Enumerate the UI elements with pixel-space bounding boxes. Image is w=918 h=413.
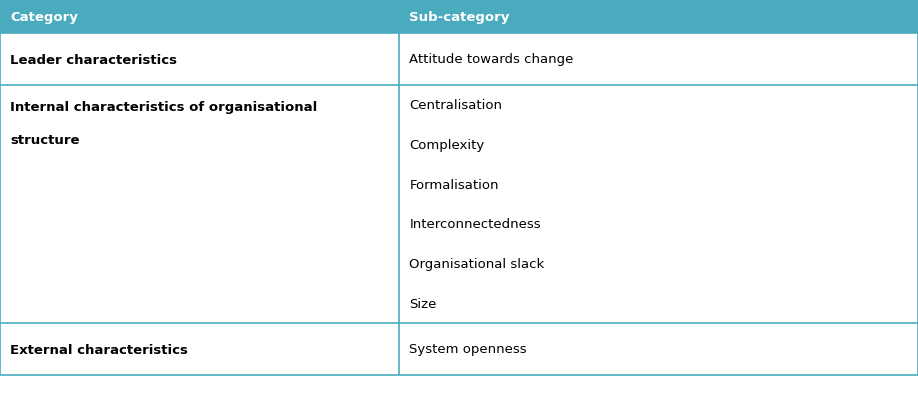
Bar (0, 323, 918, 375)
Text: Attitude towards change: Attitude towards change (409, 53, 574, 66)
Text: Category: Category (10, 10, 78, 24)
Text: External characteristics: External characteristics (10, 343, 188, 356)
Bar (0, 0, 918, 34)
Bar (0, 86, 918, 323)
Text: Interconnectedness: Interconnectedness (409, 218, 541, 231)
Text: Leader characteristics: Leader characteristics (10, 53, 177, 66)
Text: structure: structure (10, 134, 80, 147)
Text: Formalisation: Formalisation (409, 178, 498, 191)
Text: Complexity: Complexity (409, 139, 485, 152)
Text: Centralisation: Centralisation (409, 99, 502, 112)
Text: System openness: System openness (409, 343, 527, 356)
Text: Size: Size (409, 297, 437, 310)
Text: Sub-category: Sub-category (409, 10, 509, 24)
Bar (0, 375, 918, 413)
Bar (0, 34, 918, 86)
Text: Organisational slack: Organisational slack (409, 257, 544, 271)
Text: Internal characteristics of organisational: Internal characteristics of organisation… (10, 101, 318, 114)
